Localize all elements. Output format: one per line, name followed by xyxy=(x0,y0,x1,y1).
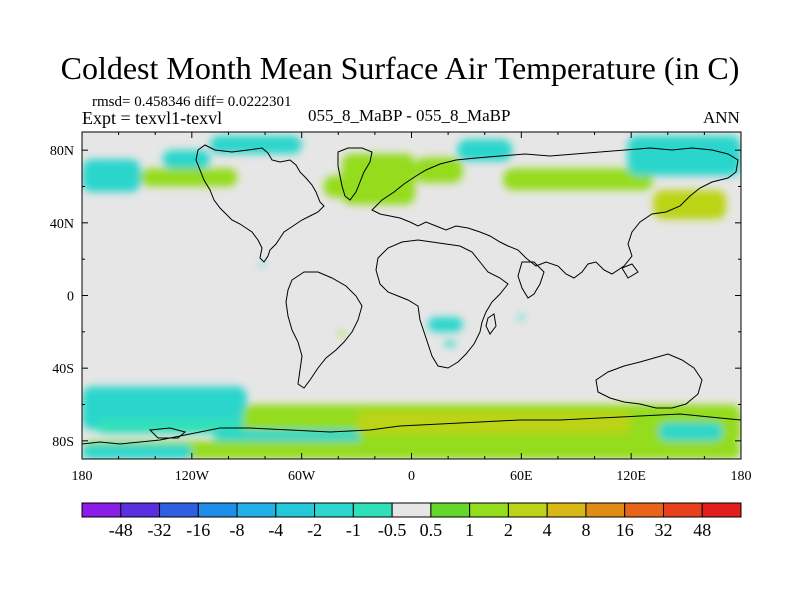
case-label: 055_8_MaBP - 055_8_MaBP xyxy=(308,106,511,125)
region-north-atlantic-warm xyxy=(323,175,385,198)
x-tick-label: 60E xyxy=(510,469,533,484)
region-north-america-spot xyxy=(259,262,266,267)
region-antarctic-interior-cool xyxy=(82,444,192,459)
region-africa-cool xyxy=(427,317,463,332)
colorbar-label: -48 xyxy=(109,520,133,540)
region-okhotsk-warm xyxy=(653,190,727,220)
region-east-siberia-cool xyxy=(627,135,741,176)
colorbar-label: 4 xyxy=(543,520,552,540)
colorbar-label: -32 xyxy=(148,520,172,540)
colorbar-swatch xyxy=(391,502,432,518)
colorbar-label: 2 xyxy=(504,520,513,540)
season-label: ANN xyxy=(703,108,740,127)
y-tick-label: 40N xyxy=(50,217,74,232)
region-antarctic-interior-warm xyxy=(82,440,741,459)
region-arctic-cool-north xyxy=(210,135,302,154)
colorbar-swatch xyxy=(352,502,393,518)
region-siberia-warm xyxy=(503,168,654,191)
coastline-madagascar xyxy=(485,313,497,335)
x-tick-label: 120E xyxy=(616,469,646,484)
region-barents-cool xyxy=(457,139,513,162)
coastline-north-america xyxy=(195,144,325,263)
coastline-india xyxy=(517,261,545,299)
colorbar: -48 -32 -16 -8 -4 -2 -1 -0.5 0.5 1 2 4 8 16 32 48 xyxy=(81,502,742,540)
colorbar-label: 0.5 xyxy=(420,520,443,540)
y-tick-label: 40S xyxy=(52,362,74,377)
colorbar-label: -2 xyxy=(307,520,322,540)
colorbar-swatch xyxy=(701,502,742,518)
colorbar-swatch xyxy=(662,502,703,518)
y-tick-label: 80N xyxy=(50,144,74,159)
colorbar-label: 1 xyxy=(465,520,474,540)
experiment-label: Expt = texvl1-texvl xyxy=(82,108,223,128)
colorbar-swatch xyxy=(236,502,277,518)
region-scandinavia-warm xyxy=(415,157,463,183)
colorbar-swatch xyxy=(81,502,122,518)
chart-title: Coldest Month Mean Surface Air Temperatu… xyxy=(60,50,740,86)
colorbar-swatch xyxy=(120,502,161,518)
colorbar-swatch xyxy=(469,502,509,518)
x-tick-label: 120W xyxy=(175,469,210,484)
stats-text: rmsd= 0.458346 diff= 0.0222301 xyxy=(92,94,292,110)
colorbar-label: 32 xyxy=(654,520,672,540)
field-regions xyxy=(82,135,741,459)
region-arctic-cool-west xyxy=(82,159,141,192)
coastline-south-america xyxy=(285,271,363,389)
region-southern-ocean-core xyxy=(356,411,632,434)
x-tick-label: 180 xyxy=(72,469,93,484)
colorbar-swatch xyxy=(314,502,354,518)
region-ross-cool xyxy=(658,422,723,441)
colorbar-swatch xyxy=(507,502,548,518)
x-tick-label: 60W xyxy=(288,469,316,484)
colorbar-swatch xyxy=(546,502,587,518)
y-tick-label: 0 xyxy=(67,290,74,305)
colorbar-label: 8 xyxy=(581,520,590,540)
coastline-japan xyxy=(621,263,639,279)
coastline-antarctic-island xyxy=(148,427,187,439)
colorbar-label: -16 xyxy=(186,520,210,540)
coastline-africa xyxy=(375,239,509,369)
axes: 180 120W 60W 0 60E 120E 180 80N 40N 0 40S 80S xyxy=(50,132,752,484)
colorbar-label: 48 xyxy=(693,520,711,540)
colorbar-swatch xyxy=(275,502,316,518)
colorbar-label: -8 xyxy=(230,520,245,540)
colorbar-swatch xyxy=(430,502,471,518)
coastline-greenland xyxy=(337,147,373,201)
colorbar-label: -0.5 xyxy=(378,520,407,540)
region-canada-warm xyxy=(140,168,238,187)
coastlines xyxy=(82,144,741,445)
region-south-america-spot xyxy=(338,331,346,336)
x-tick-label: 0 xyxy=(408,469,415,484)
colorbar-label: -4 xyxy=(268,520,283,540)
colorbar-swatch xyxy=(585,502,626,518)
colorbar-swatch xyxy=(197,502,238,518)
coastline-australia xyxy=(595,353,703,409)
coastline-antarctica xyxy=(82,413,741,445)
y-tick-label: 80S xyxy=(52,435,74,450)
region-africa-spot xyxy=(444,340,456,347)
colorbar-swatch xyxy=(159,502,199,518)
colorbar-swatch xyxy=(624,502,664,518)
colorbar-label: 16 xyxy=(616,520,634,540)
coastline-eurasia xyxy=(371,147,739,279)
colorbar-label: -1 xyxy=(346,520,361,540)
region-indian-ocean-spot xyxy=(517,315,525,320)
x-tick-label: 180 xyxy=(731,469,752,484)
region-arctic-cool-alaska xyxy=(162,150,211,169)
